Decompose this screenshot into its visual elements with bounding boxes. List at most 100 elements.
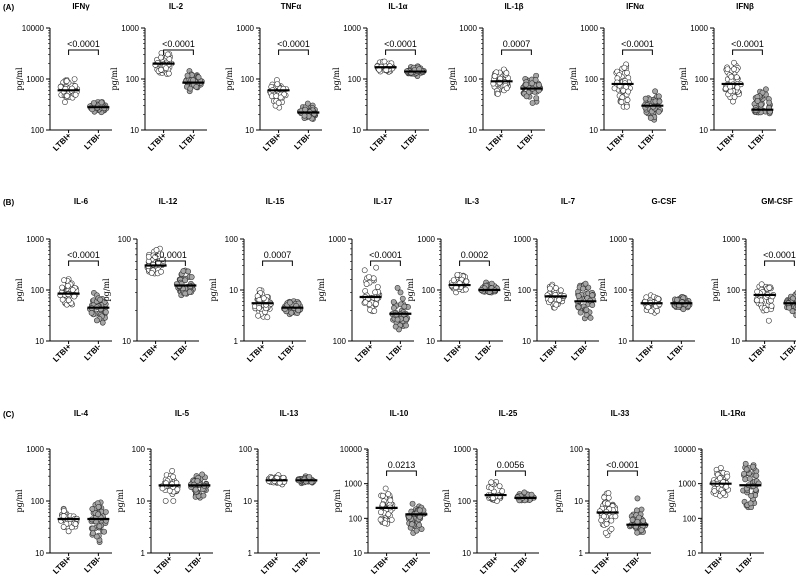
data-point [766,284,773,291]
p-value-label: <0.0001 [162,39,195,49]
x-category-label: LTBI- [292,131,313,152]
y-tick-label: 100 [225,235,239,244]
y-axis-label: pg/ml [15,278,24,302]
data-point [363,281,370,287]
data-point [71,76,78,82]
data-point [60,513,67,519]
data-point [462,286,469,293]
y-tick-label: 100 [132,445,146,454]
data-point [200,492,207,499]
data-point [379,501,386,508]
data-point [72,91,79,98]
x-category-label: LTBI- [621,554,642,575]
data-point [643,294,650,301]
data-point [612,513,619,520]
y-tick-label: 1 [234,337,239,346]
data-point [754,98,761,104]
y-axis-label: pg/ml [102,278,111,302]
data-point [624,97,631,103]
x-category-label: LTBI+ [245,342,267,364]
subplot-il-7: IL-7 10 100 1000 pg/ml LTBI+ LTBI- [502,197,599,364]
data-point [417,507,423,514]
data-point [731,59,737,66]
plot-title: IL-1β [504,2,523,11]
y-axis-label: pg/ml [502,278,511,302]
x-category-label: LTBI- [746,131,767,152]
significance-bracket [459,260,490,266]
x-category-label: LTBI- [734,554,755,575]
data-point [723,483,730,490]
x-category-label: LTBI- [169,342,190,363]
data-point [69,286,76,293]
y-axis-label: pg/ml [332,67,341,91]
data-point [717,475,723,482]
x-category-label: LTBI+ [538,342,560,364]
data-point [645,304,652,311]
data-point [523,81,530,88]
data-point [488,479,495,486]
data-point [711,488,718,494]
y-tick-label: 10 [35,337,44,346]
data-point [193,83,200,90]
data-point [634,495,641,502]
data-point [403,322,409,329]
data-point [583,306,590,313]
data-point [385,511,392,518]
data-point [158,268,164,275]
data-point [60,508,67,514]
data-point [533,95,540,101]
data-point [413,527,420,534]
data-point [608,517,615,524]
y-tick-label: 100 [518,286,532,295]
subplot-il-5: IL-5 1 10 100 pg/ml LTBI+ LTBI- [116,409,213,576]
data-point [556,297,563,303]
data-point [611,85,618,92]
p-value-label: <0.0001 [67,39,100,49]
data-point [372,301,379,307]
data-point [98,99,105,106]
data-point [145,253,152,260]
data-point [528,491,535,498]
plot-title: GM-CSF [761,197,793,206]
data-point [401,303,408,310]
x-category-label: LTBI- [183,554,204,575]
significance-bracket [68,49,99,55]
data-point [373,264,380,271]
data-point [377,516,384,523]
data-point [589,302,596,308]
data-point [362,299,369,306]
y-tick-label: 1000 [26,445,44,454]
y-tick-label: 10 [352,126,361,135]
x-category-label: LTBI+ [353,342,375,364]
y-tick-label: 10 [353,549,362,558]
p-value-label: <0.0001 [369,250,402,260]
x-category-label: LTBI- [82,554,103,575]
data-point [382,485,389,492]
y-tick-label: 10 [574,497,583,506]
data-point [274,81,281,88]
y-tick-label: 10000 [674,445,697,454]
y-tick-label: 1000 [328,235,346,244]
data-point [521,489,528,496]
y-tick-label: 100 [727,286,741,295]
data-point [361,267,368,274]
plot-title: IL-10 [390,409,409,418]
y-tick-label: 100 [683,514,697,523]
data-point [634,518,641,525]
data-point [387,497,394,504]
y-tick-label: 1 [579,549,584,558]
y-tick-label: 10000 [340,445,363,454]
y-tick-label: 10000 [22,24,45,33]
data-point [652,88,659,95]
p-value-label: 0.0002 [461,250,489,260]
data-point [768,303,775,309]
y-tick-label: 100 [570,445,584,454]
y-axis-label: pg/ml [116,489,125,513]
data-point [394,285,401,291]
data-point [399,295,406,302]
significance-bracket [501,49,532,55]
data-point [743,466,750,473]
plot-title: TNFα [281,2,302,11]
y-tick-label: 10 [731,337,740,346]
y-tick-label: 100 [464,75,478,84]
